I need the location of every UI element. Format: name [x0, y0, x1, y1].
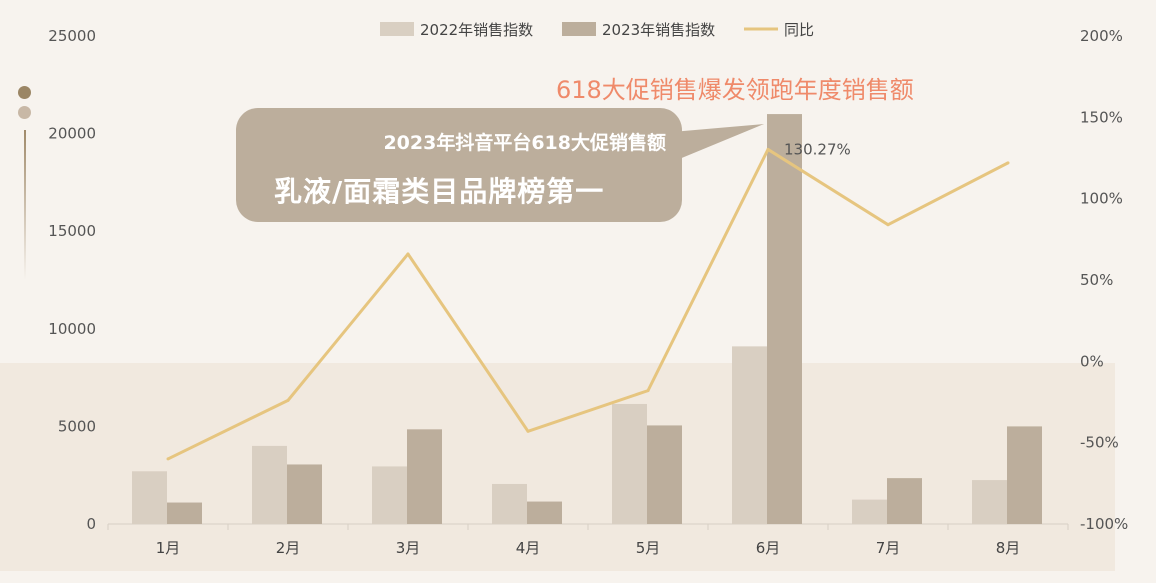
decor-dot-light: [18, 106, 31, 119]
legend-swatch: [380, 22, 414, 36]
bar-2022: [252, 445, 287, 524]
highlight-callout: 2023年抖音平台618大促销售额 乳液/面霜类目品牌榜第一: [236, 108, 682, 222]
right-tick-label: 50%: [1080, 271, 1113, 289]
decor-dot-dark: [18, 86, 31, 99]
x-tick-label: 4月: [516, 539, 541, 557]
yoy-point: [646, 389, 650, 393]
bar-2023: [767, 114, 802, 524]
bar-2022: [612, 403, 647, 524]
x-tick-label: 2月: [276, 539, 301, 557]
legend-swatch: [562, 22, 596, 36]
bar-2023: [527, 501, 562, 524]
bar-2023: [287, 464, 322, 524]
yoy-point: [1006, 161, 1010, 165]
bar-2022: [972, 480, 1007, 524]
x-tick-label: 3月: [396, 539, 421, 557]
legend-label: 2022年销售指数: [420, 21, 533, 39]
callout-subtitle: 2023年抖音平台618大促销售额: [383, 132, 666, 154]
left-tick-label: 5000: [58, 417, 96, 435]
right-tick-label: 100%: [1080, 190, 1123, 208]
left-tick-label: 10000: [48, 320, 96, 338]
right-tick-label: 0%: [1080, 352, 1104, 370]
yoy-line-series: [166, 147, 1010, 461]
legend-label: 2023年销售指数: [602, 21, 715, 39]
chart-legend: 2022年销售指数 2023年销售指数 同比: [380, 21, 814, 39]
bar-2023: [167, 502, 202, 524]
right-axis-ticks: -100% -50% 0% 50% 100% 150% 200%: [1080, 27, 1128, 533]
peak-value-label: 130.27%: [784, 140, 851, 158]
bar-2022: [372, 466, 407, 524]
yoy-line: [167, 147, 1009, 461]
side-decoration: [18, 86, 32, 286]
left-tick-label: 0: [86, 515, 96, 533]
bar-2022: [132, 471, 167, 524]
x-tick-label: 6月: [756, 539, 781, 557]
x-tick-label: 8月: [996, 539, 1021, 557]
bar-2023: [1007, 426, 1042, 524]
x-axis-ticks: 1月 2月 3月 4月 5月 6月 7月 8月: [107, 524, 1069, 557]
lower-background-band: [0, 363, 1115, 571]
yoy-point: [406, 252, 410, 256]
x-tick-label: 5月: [636, 539, 661, 557]
legend-label: 同比: [784, 21, 814, 39]
yoy-point: [526, 429, 530, 433]
bar-2023: [887, 478, 922, 524]
bar-2023: [407, 429, 442, 524]
callout-title: 乳液/面霜类目品牌榜第一: [274, 175, 605, 208]
left-tick-label: 20000: [48, 125, 96, 143]
yoy-point: [166, 457, 170, 461]
right-tick-label: -100%: [1080, 515, 1128, 533]
right-tick-label: 150%: [1080, 108, 1123, 126]
bar-2022: [492, 483, 527, 524]
yoy-point: [766, 147, 770, 151]
right-tick-label: -50%: [1080, 434, 1119, 452]
right-tick-label: 200%: [1080, 27, 1123, 45]
bar-2022: [732, 346, 767, 524]
bar-2022: [852, 499, 887, 524]
left-tick-label: 15000: [48, 222, 96, 240]
yoy-point: [286, 398, 290, 402]
bar-series: [132, 114, 1042, 524]
left-axis-ticks: 0 5000 10000 15000 20000 25000: [48, 27, 96, 533]
decor-gradient-line: [24, 130, 26, 280]
left-tick-label: 25000: [48, 27, 96, 45]
bar-2023: [647, 425, 682, 524]
headline-text: 618大促销售爆发领跑年度销售额: [556, 76, 914, 104]
x-tick-label: 7月: [876, 539, 901, 557]
yoy-point: [886, 223, 890, 227]
x-tick-label: 1月: [156, 539, 181, 557]
